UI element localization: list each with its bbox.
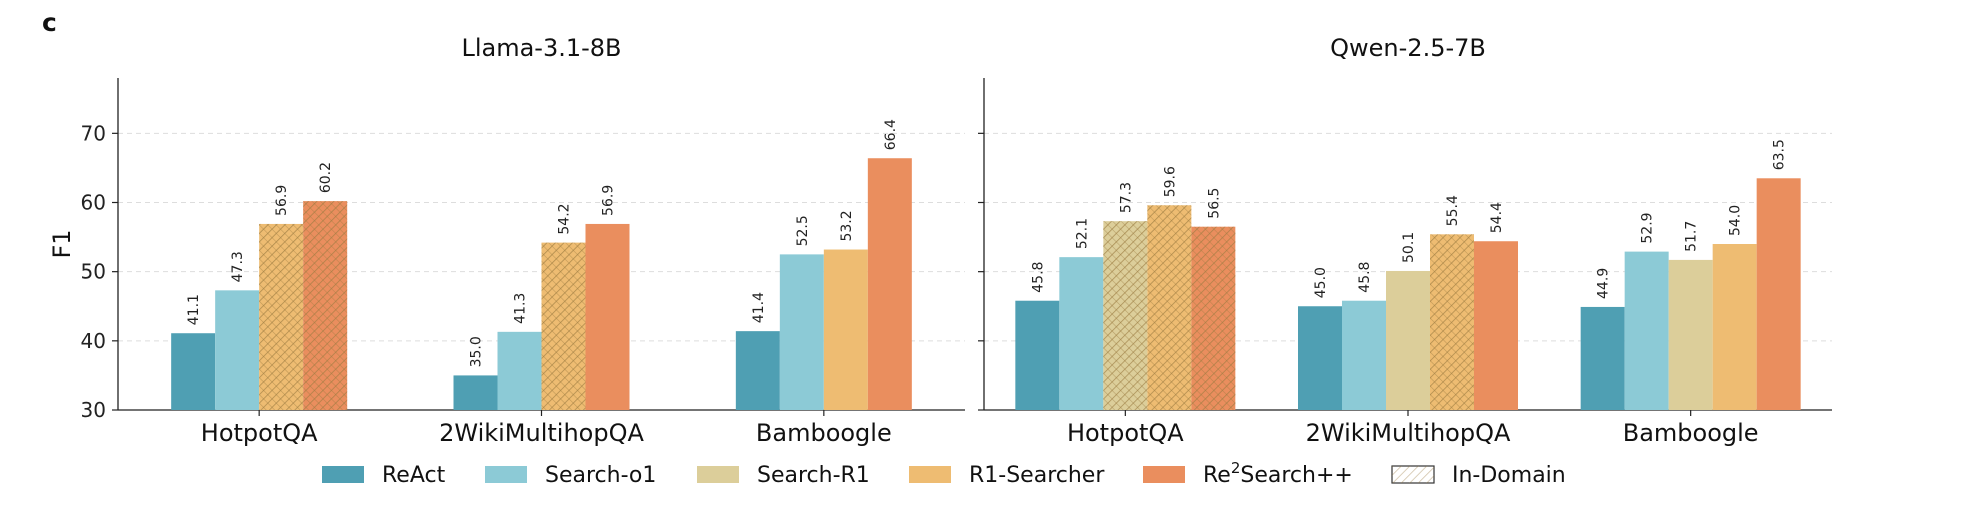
panel-title: Qwen-2.5-7B bbox=[1330, 34, 1486, 62]
legend-swatch bbox=[697, 466, 739, 483]
data-label: 55.4 bbox=[1445, 195, 1461, 226]
bar bbox=[1386, 270, 1430, 410]
legend-label: Search-R1 bbox=[757, 463, 870, 488]
bar-hatch-cross bbox=[1103, 221, 1148, 410]
data-label: 54.4 bbox=[1489, 202, 1505, 233]
y-tick-label: 70 bbox=[81, 121, 106, 145]
bar bbox=[735, 331, 780, 410]
bar bbox=[1059, 257, 1104, 410]
legend-label: R1-Searcher bbox=[969, 463, 1105, 488]
data-label: 59.6 bbox=[1162, 166, 1178, 197]
data-label: 63.5 bbox=[1772, 139, 1788, 170]
bar bbox=[1015, 300, 1060, 410]
data-label: 45.8 bbox=[1357, 262, 1373, 293]
bar-hatch-cross bbox=[1147, 205, 1192, 410]
y-tick-label: 60 bbox=[81, 191, 106, 215]
legend-label: ReAct bbox=[382, 463, 446, 488]
bar bbox=[1756, 178, 1801, 410]
data-label: 56.9 bbox=[601, 185, 617, 216]
bar bbox=[171, 333, 216, 410]
data-label: 52.5 bbox=[795, 215, 811, 246]
panel-title: Llama-3.1-8B bbox=[461, 34, 621, 62]
data-label: 56.5 bbox=[1206, 188, 1222, 219]
data-label: 52.9 bbox=[1640, 212, 1656, 243]
bar bbox=[585, 223, 630, 410]
bar bbox=[1342, 300, 1386, 410]
plot-panel-1: 30 40 50 60 70 Llama-3.1-8B F1 HotpotQA 41.1 47.3… bbox=[48, 34, 965, 447]
legend-label: In-Domain bbox=[1452, 463, 1566, 488]
data-label: 54.0 bbox=[1728, 205, 1744, 236]
bar bbox=[1298, 306, 1342, 410]
bar bbox=[823, 249, 868, 410]
bar bbox=[1474, 241, 1518, 410]
data-label: 60.2 bbox=[318, 162, 334, 193]
x-tick-label: HotpotQA bbox=[201, 419, 318, 447]
y-tick-label: 40 bbox=[81, 329, 106, 353]
bar-hatch-cross bbox=[1430, 234, 1474, 410]
bar bbox=[779, 254, 824, 410]
panel-letter: c bbox=[42, 8, 57, 37]
legend-swatch bbox=[485, 466, 527, 483]
legend-item: Re2Search++ bbox=[1143, 459, 1353, 488]
data-label: 44.9 bbox=[1596, 268, 1612, 299]
bar bbox=[1624, 251, 1669, 410]
bar bbox=[215, 290, 260, 410]
data-label: 51.7 bbox=[1684, 221, 1700, 252]
data-label: 66.4 bbox=[883, 119, 899, 150]
legend-item: In-Domain bbox=[1391, 463, 1566, 488]
bar bbox=[1580, 306, 1625, 410]
x-tick-label: Bamboogle bbox=[756, 419, 892, 447]
data-label: 41.4 bbox=[751, 292, 767, 323]
data-label: 35.0 bbox=[469, 336, 485, 367]
x-tick-label: Bamboogle bbox=[1623, 419, 1759, 447]
legend-item: ReAct bbox=[322, 463, 446, 488]
bar bbox=[867, 158, 912, 410]
legend-item: Search-R1 bbox=[697, 463, 870, 488]
data-label: 45.8 bbox=[1030, 262, 1046, 293]
data-label: 41.3 bbox=[513, 293, 529, 324]
legend-label: Search-o1 bbox=[545, 463, 656, 488]
data-label: 56.9 bbox=[274, 185, 290, 216]
bar bbox=[1668, 259, 1713, 410]
data-label: 41.1 bbox=[186, 294, 202, 325]
legend-item: R1-Searcher bbox=[909, 463, 1105, 488]
data-label: 57.3 bbox=[1118, 182, 1134, 213]
legend-swatch-hatch bbox=[1392, 466, 1434, 483]
legend-swatch bbox=[1143, 466, 1185, 483]
bar-hatch-cross bbox=[541, 242, 586, 410]
bar bbox=[453, 375, 498, 410]
data-label: 53.2 bbox=[839, 210, 855, 241]
x-tick-label: HotpotQA bbox=[1067, 419, 1184, 447]
bar bbox=[1712, 244, 1757, 410]
bar-hatch-cross bbox=[303, 201, 348, 410]
legend-swatch bbox=[909, 466, 951, 483]
data-label: 52.1 bbox=[1074, 218, 1090, 249]
y-tick-label: 30 bbox=[81, 398, 106, 422]
data-label: 54.2 bbox=[557, 203, 573, 234]
bar bbox=[497, 331, 542, 410]
data-label: 47.3 bbox=[230, 251, 246, 282]
y-tick-label: 50 bbox=[81, 260, 106, 284]
legend-swatch bbox=[322, 466, 364, 483]
data-label: 50.1 bbox=[1401, 232, 1417, 263]
legend-label: Re2Search++ bbox=[1203, 459, 1353, 488]
bar-hatch-cross bbox=[259, 223, 304, 410]
bar-hatch-cross bbox=[1191, 226, 1236, 410]
x-tick-label: 2WikiMultihopQA bbox=[1306, 419, 1511, 447]
x-tick-label: 2WikiMultihopQA bbox=[439, 419, 644, 447]
data-label: 45.0 bbox=[1313, 267, 1329, 298]
legend-item: Search-o1 bbox=[485, 463, 656, 488]
plot-panel-2: Qwen-2.5-7B HotpotQA 45.8 52.1 57.3 59.6 56.5 2… bbox=[978, 34, 1832, 447]
y-axis-label: F1 bbox=[48, 229, 76, 258]
